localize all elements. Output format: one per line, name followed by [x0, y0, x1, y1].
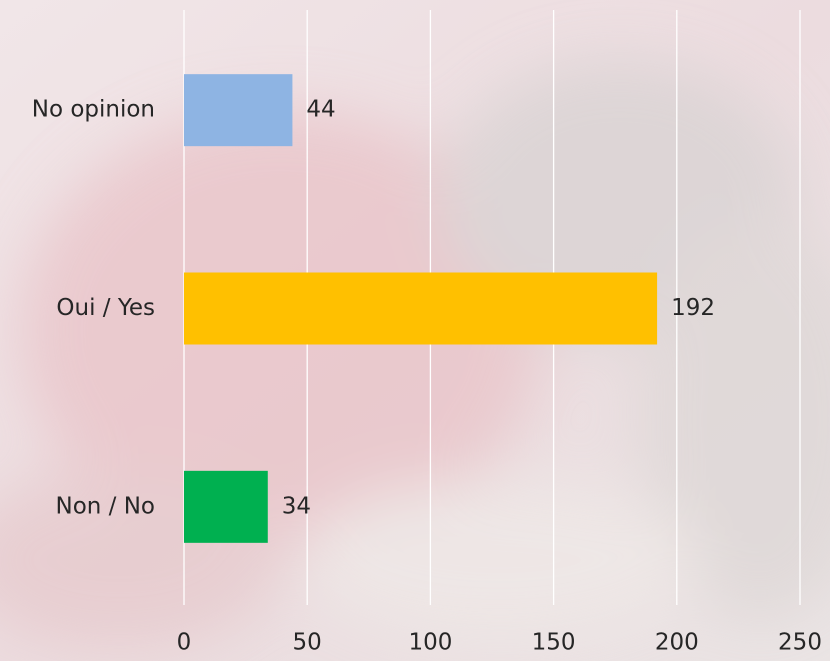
- y-tick-label: Oui / Yes: [56, 295, 155, 321]
- bar: [184, 470, 268, 543]
- x-tick-label: 100: [408, 630, 452, 656]
- y-tick-label: Non / No: [55, 493, 155, 519]
- data-label: 192: [671, 295, 715, 321]
- bar: [184, 272, 658, 345]
- data-label: 34: [282, 493, 311, 519]
- x-tick-label: 200: [655, 630, 699, 656]
- plot-area: 0 50 100 150 200 250 No opinion 44 Oui / Yes 192 N…: [32, 10, 822, 656]
- x-tick-label: 150: [532, 630, 576, 656]
- data-label: 44: [306, 97, 335, 123]
- x-tick-label: 250: [778, 630, 822, 656]
- bar: [184, 74, 293, 147]
- x-tick-label: 0: [177, 630, 192, 656]
- x-tick-label: 50: [293, 630, 322, 656]
- y-tick-label: No opinion: [32, 97, 155, 123]
